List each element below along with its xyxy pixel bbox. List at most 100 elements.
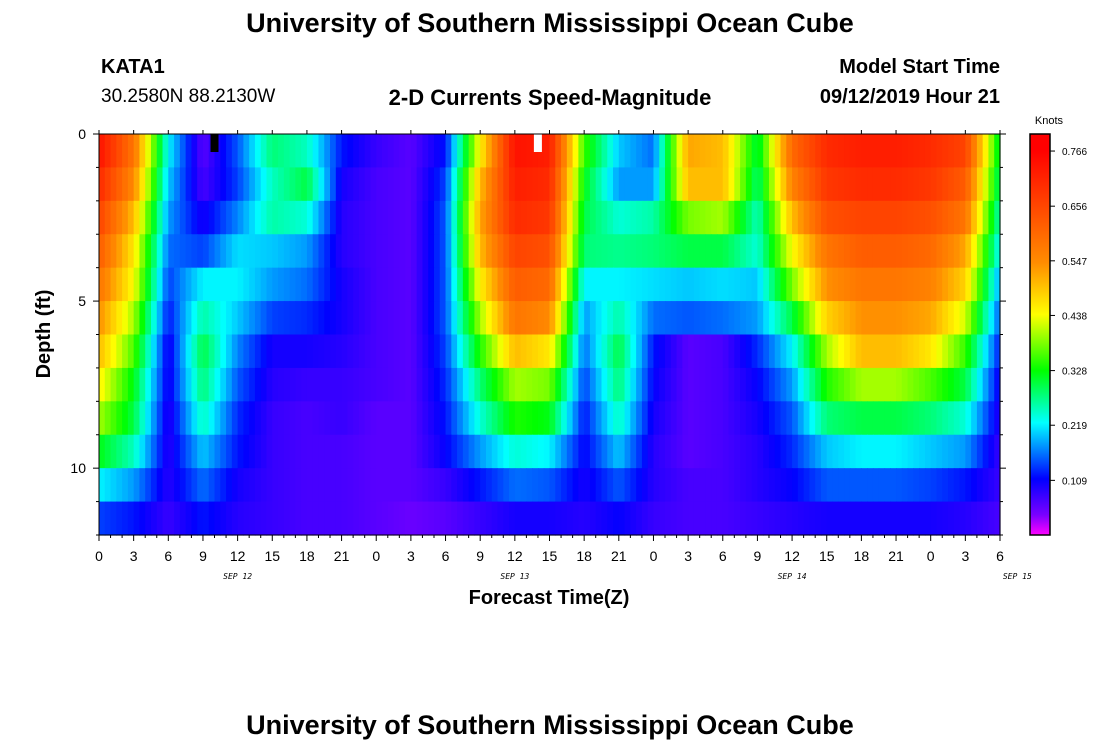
heatmap-cell <box>526 234 533 269</box>
heatmap-cell <box>99 200 106 235</box>
heatmap-cell <box>936 334 943 369</box>
heatmap-cell <box>503 401 510 436</box>
heatmap-cell <box>722 401 730 436</box>
heatmap-cell <box>936 501 943 536</box>
heatmap-cell <box>901 501 909 536</box>
heatmap-cell <box>763 301 770 336</box>
heatmap-cell <box>693 434 701 469</box>
heatmap-cell <box>278 501 285 536</box>
heatmap-cell <box>965 134 972 169</box>
heatmap-cell <box>838 134 845 169</box>
heatmap-cell <box>849 367 857 402</box>
heatmap-cell <box>976 200 984 235</box>
heatmap-cell <box>497 468 504 503</box>
heatmap-cell <box>249 501 256 536</box>
heatmap-cell <box>520 167 527 202</box>
heatmap-cell <box>231 334 239 369</box>
heatmap-cell <box>745 367 753 402</box>
heatmap-cell <box>278 401 285 436</box>
heatmap-cell <box>924 267 932 302</box>
heatmap-cell <box>99 468 106 503</box>
heatmap-cell <box>99 334 106 369</box>
heatmap-cell <box>907 334 914 369</box>
heatmap-cell <box>393 468 400 503</box>
heatmap-cell <box>763 434 770 469</box>
heatmap-cell <box>543 134 551 169</box>
heatmap-cell <box>561 468 568 503</box>
heatmap-cell <box>768 367 776 402</box>
heatmap-cell <box>630 367 637 402</box>
heatmap-cell <box>387 134 395 169</box>
heatmap-cell <box>347 200 354 235</box>
heatmap-cell <box>445 501 452 536</box>
heatmap-cell <box>572 200 579 235</box>
heatmap-cell <box>532 401 539 436</box>
heatmap-cell <box>260 134 268 169</box>
heatmap-cell <box>844 501 851 536</box>
heatmap-cell <box>630 501 637 536</box>
heatmap-cell <box>971 367 978 402</box>
heatmap-cell <box>589 468 597 503</box>
heatmap-cell <box>532 501 539 536</box>
heatmap-cell <box>289 301 296 336</box>
heatmap-cell <box>237 234 244 269</box>
heatmap-cell <box>740 401 747 436</box>
heatmap-cell <box>503 301 510 336</box>
heatmap-cell <box>208 334 216 369</box>
heatmap-cell <box>792 134 799 169</box>
heatmap-cell <box>347 234 354 269</box>
heatmap-cell <box>99 267 106 302</box>
heatmap-cell <box>318 200 325 235</box>
heatmap-cell <box>566 334 574 369</box>
heatmap-cell <box>243 200 250 235</box>
heatmap-cell <box>682 367 689 402</box>
heatmap-cell <box>191 367 198 402</box>
heatmap-cell <box>491 301 499 336</box>
heatmap-cell <box>358 468 366 503</box>
heatmap-cell <box>410 301 418 336</box>
heatmap-cell <box>740 301 747 336</box>
heatmap-cell <box>826 234 834 269</box>
heatmap-cell <box>647 234 655 269</box>
heatmap-cell <box>491 267 499 302</box>
heatmap-cell <box>116 468 123 503</box>
heatmap-cell <box>127 367 135 402</box>
heatmap-cell <box>676 200 683 235</box>
heatmap-cell <box>237 367 244 402</box>
heatmap-cell <box>537 234 545 269</box>
heatmap-cell <box>162 367 169 402</box>
heatmap-cell <box>405 267 412 302</box>
heatmap-cell <box>797 200 805 235</box>
heatmap-cell <box>110 401 117 436</box>
heatmap-cell <box>376 134 383 169</box>
heatmap-cell <box>757 267 764 302</box>
heatmap-cell <box>647 468 655 503</box>
heatmap-cell <box>150 301 158 336</box>
heatmap-cell <box>636 134 643 169</box>
heatmap-cell <box>589 334 597 369</box>
heatmap-cell <box>335 234 343 269</box>
heatmap-cell <box>786 468 793 503</box>
heatmap-cell <box>780 367 787 402</box>
heatmap-cell <box>220 167 227 202</box>
heatmap-cell <box>202 501 210 536</box>
heatmap-cell <box>751 501 759 536</box>
heatmap-cell <box>133 134 141 169</box>
heatmap-cell <box>763 167 770 202</box>
heatmap-cell <box>127 334 135 369</box>
heatmap-cell <box>214 167 221 202</box>
heatmap-cell <box>364 301 372 336</box>
heatmap-cell <box>439 267 447 302</box>
heatmap-cell <box>982 234 990 269</box>
heatmap-cell <box>347 134 354 169</box>
heatmap-cell <box>982 267 990 302</box>
heatmap-cell <box>301 167 308 202</box>
heatmap-cell <box>884 301 891 336</box>
heatmap-cell <box>260 367 268 402</box>
heatmap-cell <box>786 134 793 169</box>
x-tick-label: 12 <box>507 548 523 564</box>
heatmap-cell <box>734 134 741 169</box>
heatmap-cell <box>653 234 660 269</box>
heatmap-cell <box>624 200 631 235</box>
heatmap-cell <box>133 267 141 302</box>
